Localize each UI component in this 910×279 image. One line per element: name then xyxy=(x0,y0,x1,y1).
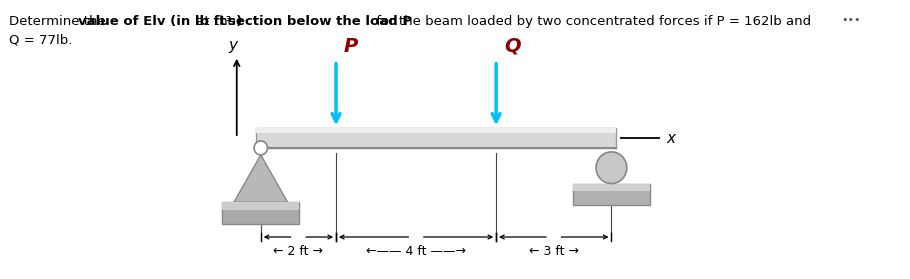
Text: section below the load P: section below the load P xyxy=(228,15,412,28)
Bar xyxy=(222,202,299,224)
Bar xyxy=(573,184,650,191)
Text: ← 3 ft →: ← 3 ft → xyxy=(529,245,579,258)
Text: Q = 77lb.: Q = 77lb. xyxy=(9,33,73,46)
Text: at the: at the xyxy=(192,15,239,28)
Circle shape xyxy=(596,152,627,184)
Text: ←—— 4 ft ——→: ←—— 4 ft ——→ xyxy=(366,245,466,258)
Text: Q: Q xyxy=(504,37,521,56)
Bar xyxy=(573,184,650,205)
Bar xyxy=(256,128,616,133)
Polygon shape xyxy=(234,155,288,202)
Text: Determine the: Determine the xyxy=(9,15,110,28)
Text: y: y xyxy=(228,38,238,53)
Text: for the beam loaded by two concentrated forces if P = 162lb and: for the beam loaded by two concentrated … xyxy=(372,15,812,28)
Bar xyxy=(222,202,299,210)
Text: P: P xyxy=(344,37,358,56)
Bar xyxy=(256,128,616,148)
Text: x: x xyxy=(666,131,675,146)
Text: value of Elv (in lb ft³ ): value of Elv (in lb ft³ ) xyxy=(78,15,242,28)
Circle shape xyxy=(254,141,268,155)
Text: •••: ••• xyxy=(842,15,861,25)
Text: ← 2 ft →: ← 2 ft → xyxy=(273,245,323,258)
